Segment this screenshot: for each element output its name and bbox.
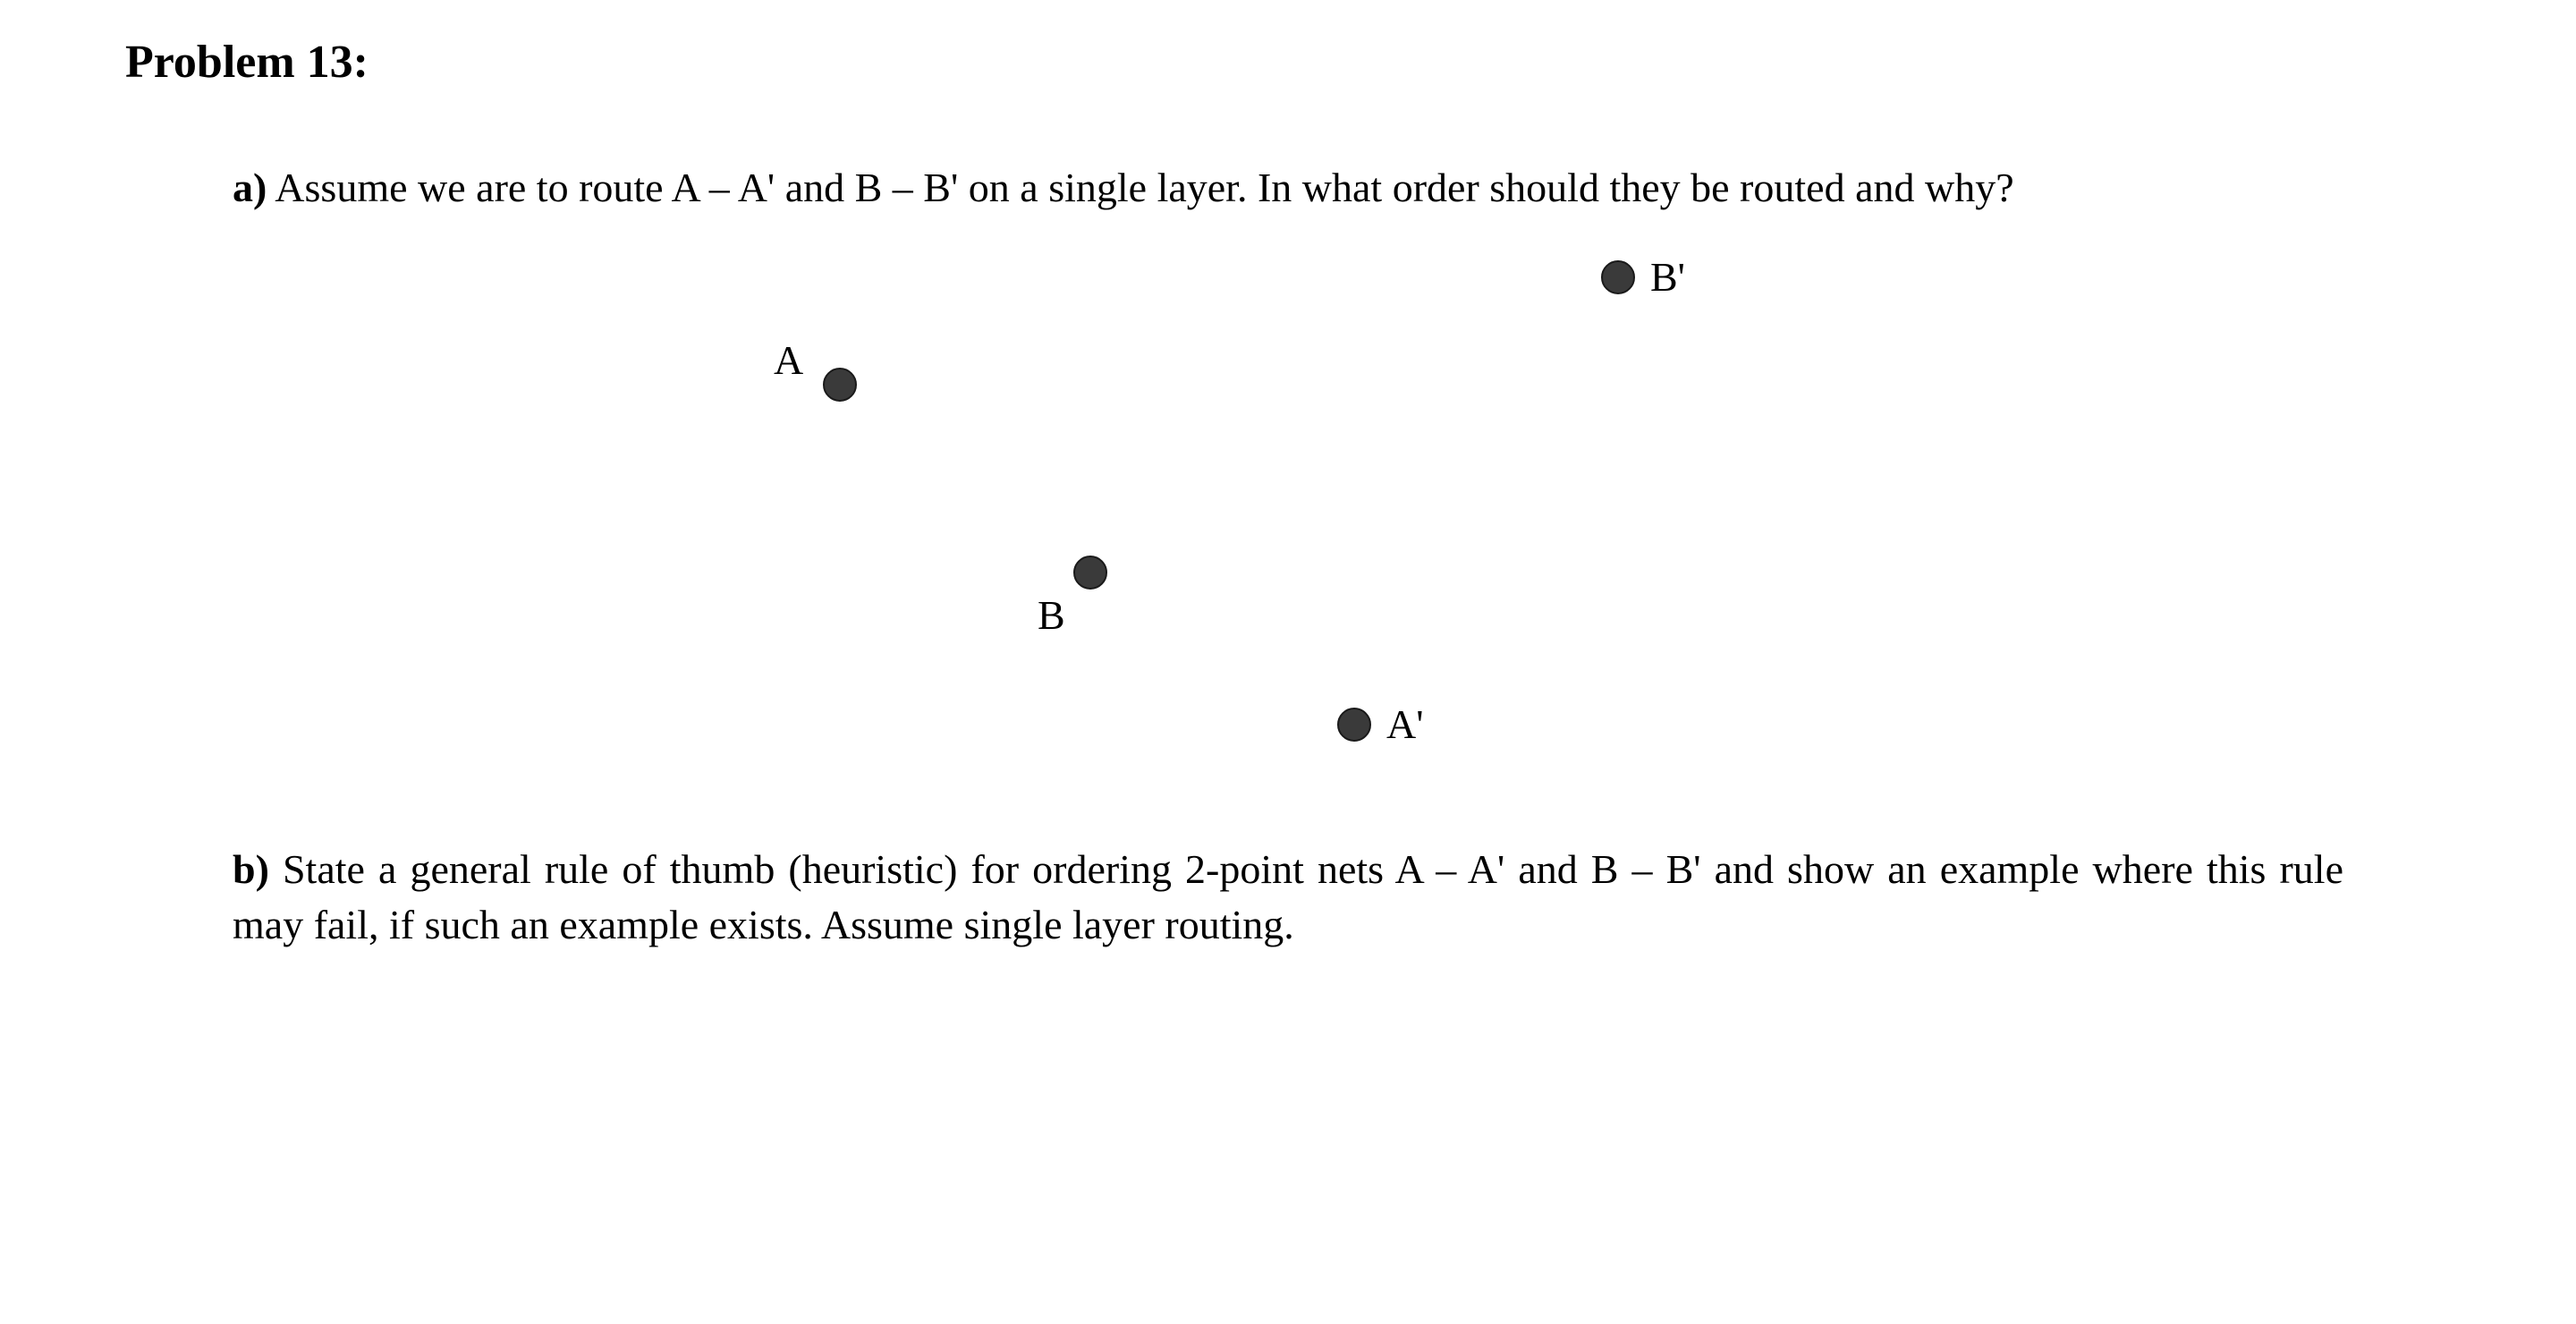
part-a-label: a) <box>233 165 267 210</box>
point-b-label: B <box>1038 591 1065 639</box>
part-b-text: b) State a general rule of thumb (heuris… <box>233 842 2343 953</box>
problem-title: Problem 13: <box>125 36 2469 89</box>
point-b-prime: B' <box>1601 260 1635 294</box>
part-a-text: a) Assume we are to route A – A' and B –… <box>233 160 2343 216</box>
dot-icon <box>1601 260 1635 294</box>
point-a: A <box>823 368 857 402</box>
routing-diagram: B' A B A' <box>376 251 1986 788</box>
part-b-label: b) <box>233 846 269 892</box>
part-b-body: State a general rule of thumb (heuristic… <box>233 846 2343 947</box>
part-a-body: Assume we are to route A – A' and B – B'… <box>267 165 2013 210</box>
point-a-prime-label: A' <box>1386 700 1424 748</box>
dot-icon <box>1073 556 1107 590</box>
point-b: B <box>1073 556 1107 590</box>
dot-icon <box>1337 708 1371 742</box>
point-b-prime-label: B' <box>1650 253 1685 301</box>
point-a-label: A <box>774 336 803 384</box>
point-a-prime: A' <box>1337 708 1371 742</box>
dot-icon <box>823 368 857 402</box>
